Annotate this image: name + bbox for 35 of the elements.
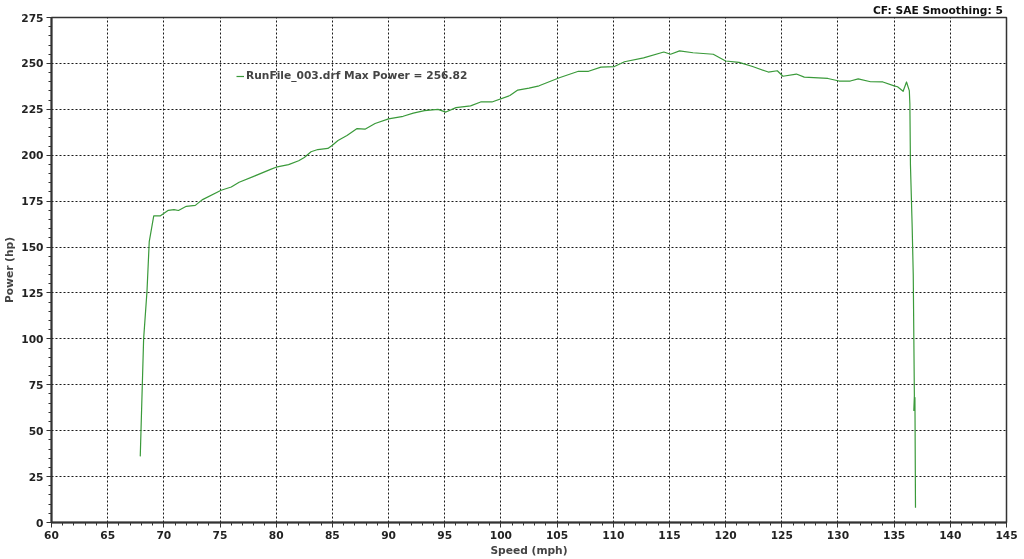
x-tick-label: 105 (545, 528, 569, 542)
x-tick-label: 60 (44, 528, 59, 542)
y-tick-label: 75 (28, 378, 44, 392)
x-tick-label: 120 (714, 528, 737, 542)
y-tick-label: 225 (21, 103, 44, 117)
x-tick-label: 140 (939, 528, 962, 542)
x-tick-label: 145 (995, 528, 1018, 542)
x-axis-title: Speed (mph) (490, 543, 568, 557)
x-tick-label: 110 (602, 528, 625, 542)
text: CF: SAE Smoothing: 5 (873, 3, 1003, 17)
x-tick-label: 130 (826, 528, 850, 542)
y-tick-label: 0 (36, 516, 44, 530)
x-tick-label: 65 (100, 528, 116, 542)
x-tick-label: 135 (883, 528, 906, 542)
y-tick-label: 100 (21, 332, 44, 346)
x-tick-label: 90 (381, 528, 396, 542)
x-tick-label: 95 (437, 528, 453, 542)
y-tick-label: 150 (21, 241, 44, 255)
y-tick-label: 200 (21, 149, 44, 163)
legend-label: RunFile_003.drf Max Power = 256.82 (246, 69, 468, 82)
x-tick-label: 100 (489, 528, 513, 542)
y-tick-label: 175 (21, 195, 44, 209)
y-tick-label: 250 (21, 57, 44, 71)
y-tick-label: 25 (28, 470, 44, 484)
y-tick-label: 50 (28, 424, 44, 438)
y-tick-label: 125 (21, 286, 44, 300)
x-tick-label: 85 (324, 528, 340, 542)
x-tick-label: 80 (268, 528, 284, 542)
x-tick-label: 115 (658, 528, 681, 542)
x-tick-label: 125 (770, 528, 793, 542)
x-tick-label: 70 (156, 528, 172, 542)
x-tick-label: 75 (212, 528, 228, 542)
y-axis-title: Power (hp) (3, 236, 17, 304)
y-tick-label: 275 (21, 11, 44, 25)
line-series (139, 50, 917, 509)
